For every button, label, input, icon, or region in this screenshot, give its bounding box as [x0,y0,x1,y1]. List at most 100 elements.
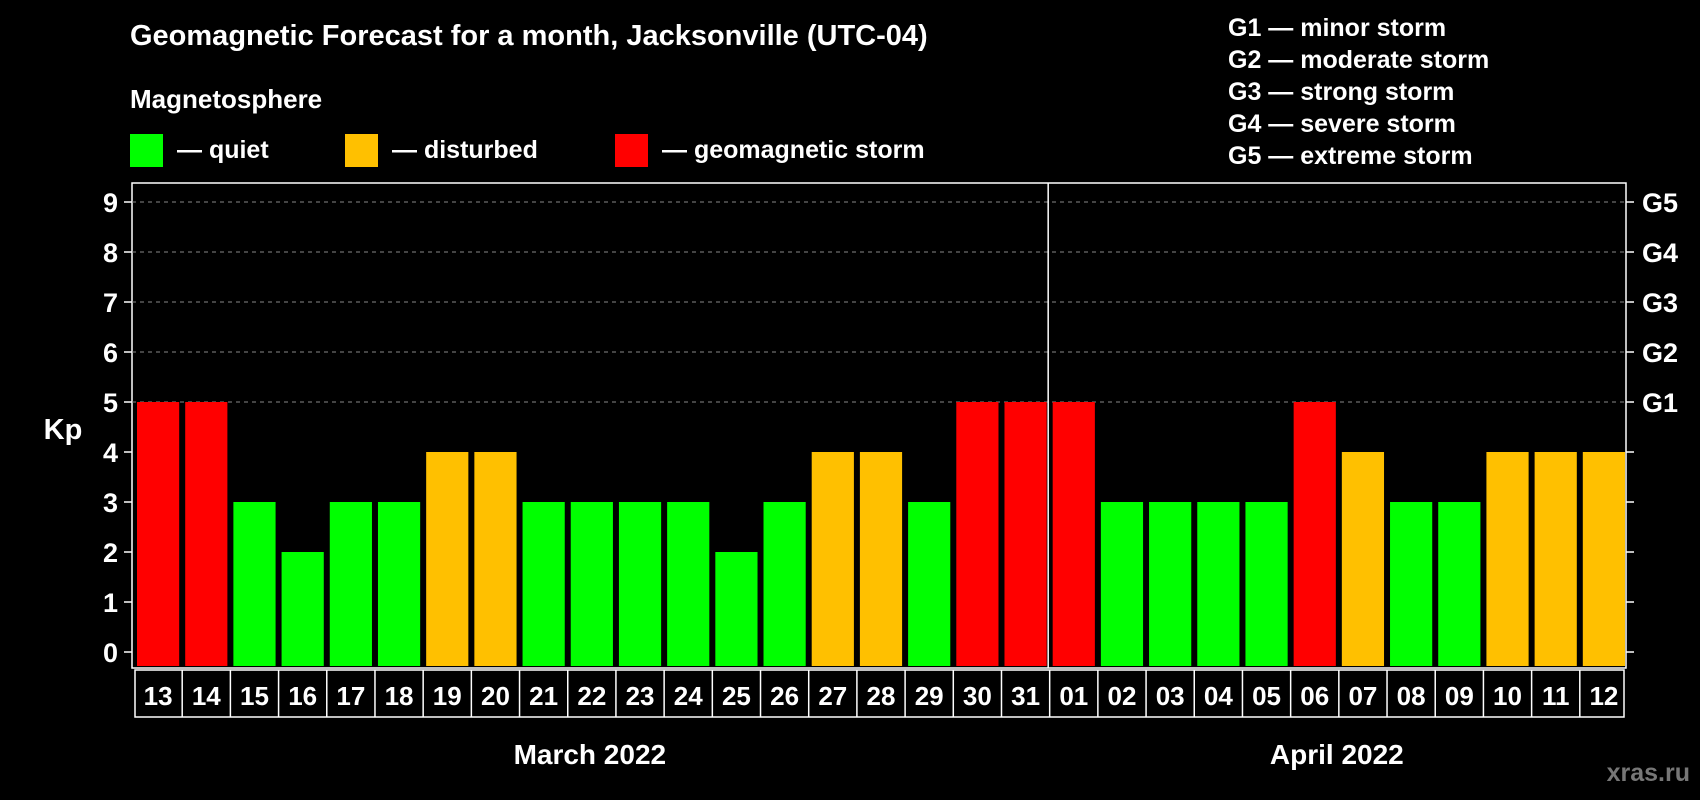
bar-05 [1245,502,1288,666]
date-strip [134,669,1625,718]
bar-11 [1534,452,1577,666]
x-tick-label-29: 29 [915,681,944,711]
bar-26 [763,502,806,666]
bar-04 [1197,502,1240,666]
storm-scale-g1: G1 — minor storm [1228,14,1447,42]
bar-30 [956,402,999,666]
plot-frame [131,182,1627,669]
x-tick-label-07: 07 [1348,681,1377,711]
g-level-label-g1: G1 [1642,388,1678,418]
bar-14 [185,402,228,666]
bar-27 [811,452,854,666]
month-label-0: March 2022 [514,739,667,770]
storm-scale-g3: G3 — strong storm [1228,78,1455,106]
x-tick-label-08: 08 [1397,681,1426,711]
x-tick-label-15: 15 [240,681,269,711]
x-tick-label-21: 21 [529,681,558,711]
x-tick-label-26: 26 [770,681,799,711]
x-tick-label-02: 02 [1108,681,1137,711]
g-level-label-g5: G5 [1642,188,1678,218]
bar-16 [281,552,324,666]
bar-03 [1149,502,1192,666]
bar-19 [426,452,469,666]
y-tick-label-6: 6 [103,338,118,368]
x-tick-label-30: 30 [963,681,992,711]
x-tick-label-22: 22 [577,681,606,711]
x-tick-label-28: 28 [867,681,896,711]
x-tick-label-20: 20 [481,681,510,711]
bar-01 [1052,402,1095,666]
legend-disturbed: — disturbed [345,133,538,167]
bar-07 [1341,452,1385,666]
y-tick-label-4: 4 [103,438,118,468]
legend-quiet-swatch [130,133,163,167]
y-tick-label-9: 9 [103,188,118,218]
x-tick-label-17: 17 [336,681,365,711]
g-level-label-g4: G4 [1642,238,1678,268]
month-label-1: April 2022 [1270,739,1404,770]
bar-29 [908,502,951,666]
storm-scale-g5: G5 — extreme storm [1228,142,1473,170]
bar-02 [1100,502,1144,666]
y-tick-label-7: 7 [103,288,118,318]
legend-storm-label: — geomagnetic storm [662,135,925,164]
g-level-label-g2: G2 [1642,338,1678,368]
storm-scale-list: G1 — minor storm G2 — moderate storm G3 … [1228,12,1489,172]
bar-28 [859,452,903,666]
x-tick-label-03: 03 [1156,681,1185,711]
x-tick-label-01: 01 [1059,681,1088,711]
legend-disturbed-label: — disturbed [392,135,538,164]
x-tick-label-12: 12 [1589,681,1618,711]
y-tick-label-0: 0 [103,638,118,668]
x-tick-label-19: 19 [433,681,462,711]
bar-22 [570,502,613,666]
bar-20 [474,452,517,666]
x-tick-label-14: 14 [192,681,221,711]
x-tick-label-25: 25 [722,681,751,711]
bar-13 [137,402,180,666]
x-tick-label-24: 24 [674,681,703,711]
bar-25 [715,552,758,666]
x-tick-label-16: 16 [288,681,317,711]
bar-21 [522,502,565,666]
bar-12 [1582,452,1625,666]
bar-18 [377,502,421,666]
x-tick-label-10: 10 [1493,681,1522,711]
g-level-label-g3: G3 [1642,288,1678,318]
x-tick-label-04: 04 [1204,681,1233,711]
watermark: xras.ru [1606,759,1690,787]
x-tick-label-23: 23 [626,681,655,711]
storm-scale-g2: G2 — moderate storm [1228,46,1490,74]
legend-quiet-label: — quiet [177,135,269,164]
x-tick-label-06: 06 [1300,681,1329,711]
x-tick-label-09: 09 [1445,681,1474,711]
bar-10 [1486,452,1529,666]
x-tick-label-11: 11 [1542,681,1570,711]
bar-09 [1438,502,1481,666]
x-tick-label-27: 27 [818,681,847,711]
storm-scale-g4: G4 — severe storm [1228,110,1456,138]
legend-storm: — geomagnetic storm [615,133,925,167]
bar-23 [618,502,662,666]
y-tick-label-5: 5 [103,388,118,418]
legend-quiet: — quiet [130,133,269,167]
x-tick-label-31: 31 [1011,681,1040,711]
legend-storm-swatch [615,133,648,167]
x-tick-label-18: 18 [385,681,414,711]
chart-subtitle: Magnetosphere [130,84,323,114]
bar-15 [233,502,276,666]
bar-24 [667,502,710,666]
y-tick-label-1: 1 [103,588,118,618]
bar-17 [329,502,372,666]
chart-title: Geomagnetic Forecast for a month, Jackso… [130,20,928,52]
y-tick-label-2: 2 [103,538,118,568]
y-tick-label-3: 3 [103,488,118,518]
bar-08 [1390,502,1433,666]
x-tick-label-05: 05 [1252,681,1281,711]
x-tick-label-13: 13 [144,681,173,711]
legend-disturbed-swatch [345,133,378,167]
y-axis-label: Kp [44,414,83,446]
bar-31 [1004,402,1047,666]
bar-06 [1293,402,1336,666]
